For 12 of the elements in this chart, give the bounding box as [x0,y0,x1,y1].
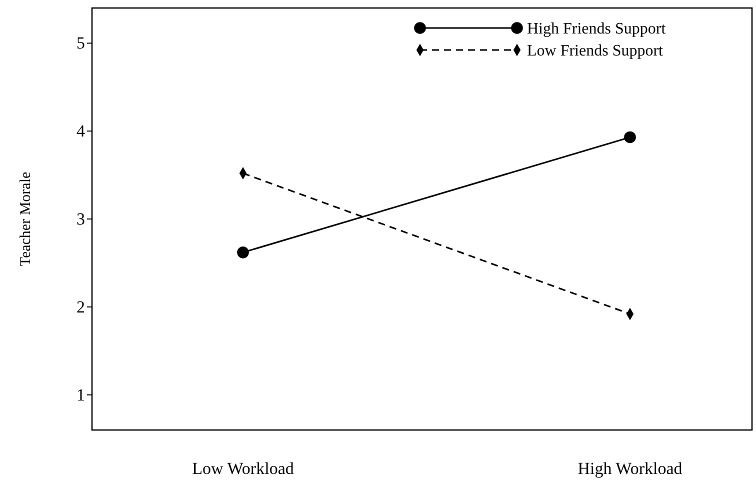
legend-label: Low Friends Support [527,42,664,60]
y-tick-label: 2 [76,297,85,316]
y-tick-label: 1 [76,385,85,404]
y-axis-title: Teacher Morale [18,172,34,266]
x-tick-label: Low Workload [192,459,294,478]
y-tick-label: 3 [76,209,85,228]
point [624,131,636,144]
y-tick-label: 5 [76,34,85,53]
legend-label: High Friends Support [527,20,666,38]
point [237,246,249,258]
x-tick-label: High Workload [578,459,683,478]
y-tick-label: 4 [76,122,86,141]
